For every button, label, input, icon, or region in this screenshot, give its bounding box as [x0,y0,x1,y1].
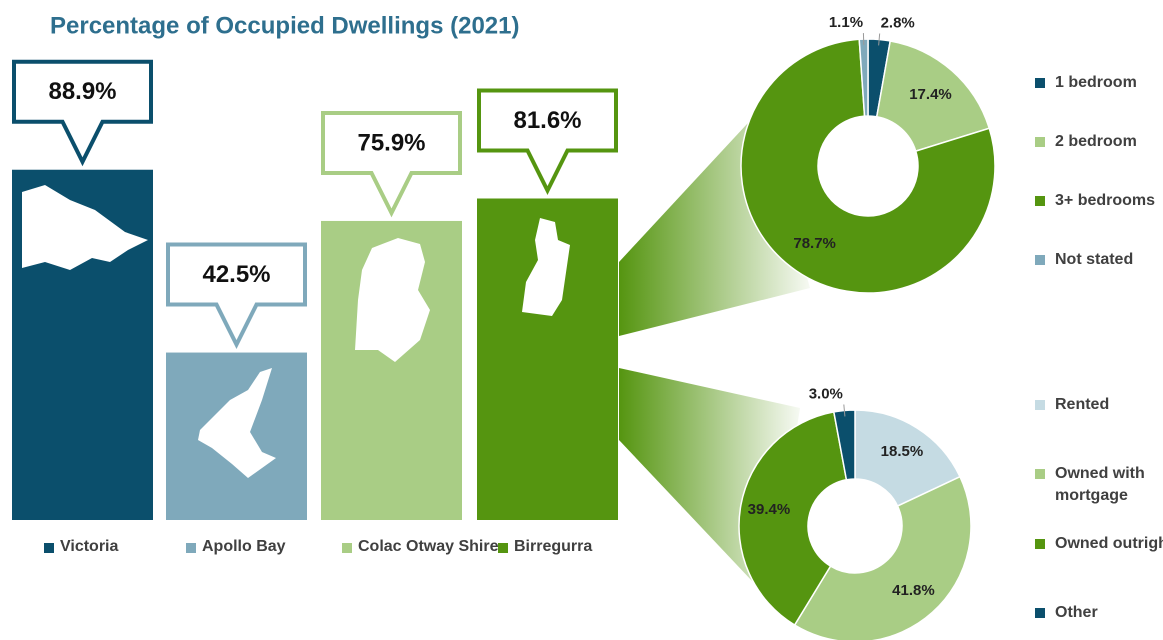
legend-label: 2 bedroom [1055,133,1137,150]
legend-label: Owned with mortgage [1055,465,1145,504]
legend-item: Owned with mortgage [1035,463,1163,507]
value-label: 88.9% [48,78,116,105]
legend-label: Apollo Bay [202,538,286,555]
region-map [22,185,148,270]
legend-swatch [1035,137,1045,147]
callout-box [12,59,153,167]
donut-slice [793,475,972,640]
region-map [198,368,276,478]
legend-swatch [1035,255,1045,265]
donut-slice [738,411,848,627]
legend-swatch [1035,539,1045,549]
legend-label: Victoria [60,538,119,555]
value-label: 2.8% [881,15,915,32]
legend-label: 3+ bedrooms [1055,192,1156,209]
legend-item: Rented [1035,394,1163,416]
legend-swatch [342,543,352,553]
legend-item: 2 bedroom [1035,131,1163,153]
value-label: 42.5% [202,261,270,288]
legend-swatch [186,543,196,553]
callout-box [477,88,618,195]
legend-item: Birregurra [498,538,592,556]
value-label: 78.7% [793,235,836,252]
legend-item: Not stated [1035,249,1163,271]
donut-slice [854,409,962,508]
callout-box [166,242,307,350]
value-label: 75.9% [357,129,425,156]
region-map [522,218,570,316]
donut-slice [832,409,856,481]
value-label: 81.6% [513,107,581,134]
legend-label: Owned outright [1055,535,1163,552]
legend-swatch [1035,196,1045,206]
donut-slice [740,38,996,294]
donut-slice [858,38,869,117]
legend-label: 1 bedroom [1055,74,1137,91]
region-map [355,238,430,362]
leader-line [878,33,881,46]
legend-item: Owned outright [1035,533,1163,555]
legend-item: Other [1035,602,1163,624]
legend-swatch [1035,608,1045,618]
value-label: 39.4% [748,501,791,518]
value-label: 17.4% [909,86,952,103]
legend-swatch [1035,469,1045,479]
chart-title: Percentage of Occupied Dwellings (2021) [50,12,519,39]
legend-item: 3+ bedrooms [1035,190,1163,212]
legend-label: Colac Otway Shire [358,538,499,555]
value-label: 18.5% [881,443,924,460]
leader-line [843,404,846,417]
legend-label: Other [1055,604,1098,621]
value-label: 1.1% [829,14,863,31]
legend-swatch [498,543,508,553]
legend-swatch [1035,400,1045,410]
legend-item: Victoria [44,538,118,556]
legend-item: 1 bedroom [1035,72,1163,94]
legend-label: Birregurra [514,538,593,555]
legend-item: Apollo Bay [186,538,286,556]
legend-label: Rented [1055,396,1110,413]
legend-item: Colac Otway Shire [342,538,499,556]
legend-swatch [1035,78,1045,88]
value-label: 41.8% [892,582,935,599]
callout-box [321,110,462,218]
legend-swatch [44,543,54,553]
donut-slice [875,40,991,153]
value-label: 3.0% [809,386,843,403]
legend-label: Not stated [1055,251,1134,268]
